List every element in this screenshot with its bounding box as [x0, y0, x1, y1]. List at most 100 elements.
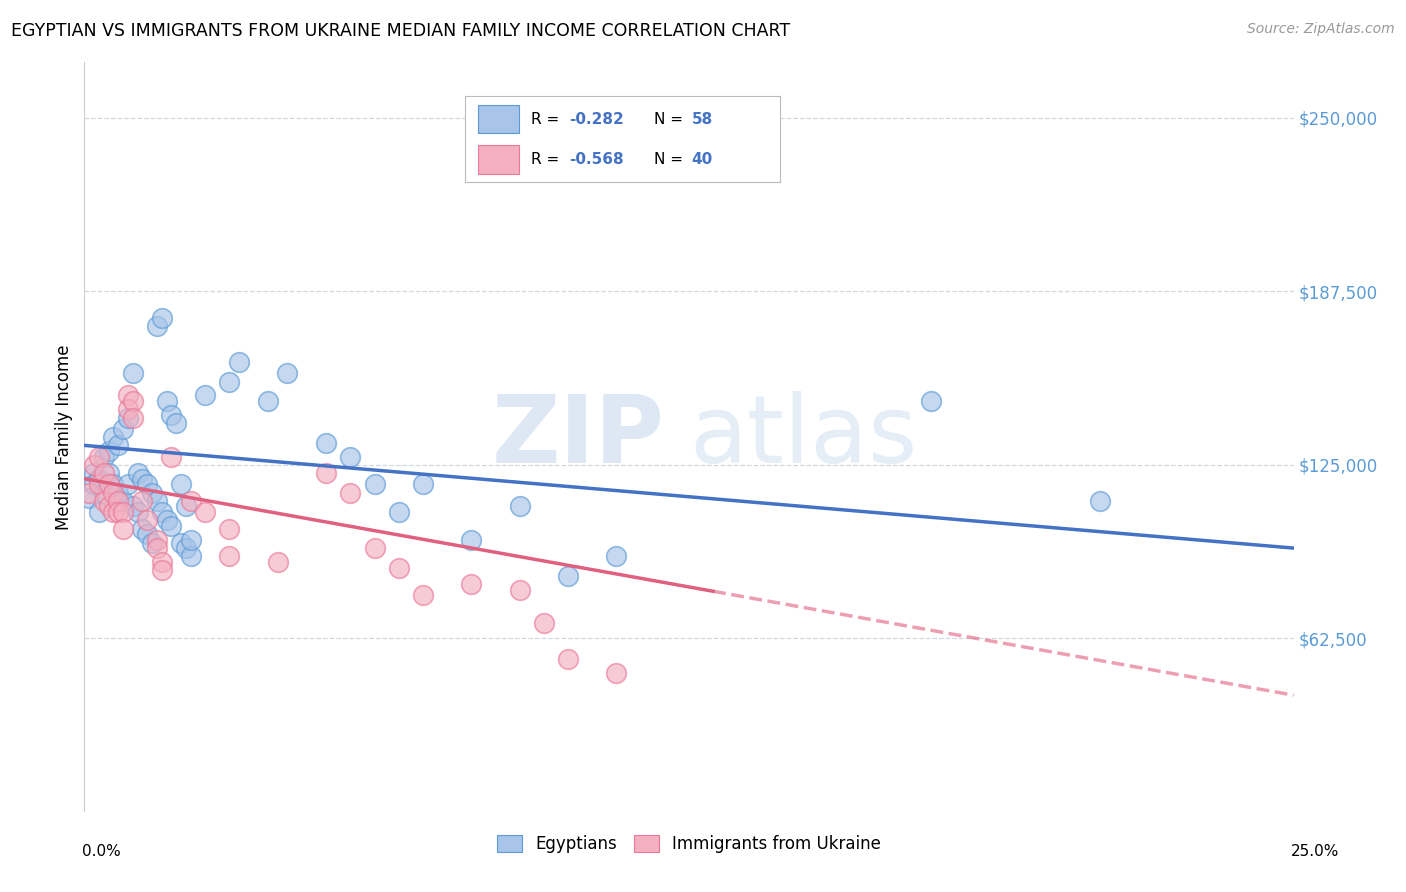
Point: [339, 450, 361, 464]
Point: [557, 569, 579, 583]
Point: [412, 477, 434, 491]
Point: [117, 410, 139, 425]
Point: [121, 394, 143, 409]
Point: [146, 494, 169, 508]
Point: [117, 477, 139, 491]
Text: 0.0%: 0.0%: [82, 845, 121, 859]
Point: [315, 466, 337, 480]
Point: [160, 450, 183, 464]
Point: [103, 505, 125, 519]
Point: [170, 477, 193, 491]
Point: [107, 438, 129, 452]
Point: [155, 513, 177, 527]
Point: [180, 549, 202, 564]
Point: [146, 541, 169, 555]
Point: [165, 416, 187, 430]
Point: [93, 466, 115, 480]
Point: [141, 535, 163, 549]
Point: [103, 477, 125, 491]
Point: [557, 652, 579, 666]
Point: [150, 505, 173, 519]
Point: [150, 310, 173, 325]
Point: [339, 485, 361, 500]
Point: [218, 549, 240, 564]
Point: [194, 505, 217, 519]
Point: [112, 505, 135, 519]
Point: [180, 494, 202, 508]
Point: [121, 410, 143, 425]
Point: [87, 505, 110, 519]
Point: [112, 422, 135, 436]
Point: [146, 319, 169, 334]
Point: [93, 450, 115, 464]
Point: [103, 430, 125, 444]
Point: [160, 519, 183, 533]
Point: [174, 500, 197, 514]
Point: [112, 522, 135, 536]
Point: [174, 541, 197, 555]
Point: [146, 533, 169, 547]
Point: [83, 458, 105, 472]
Point: [136, 477, 159, 491]
Point: [180, 533, 202, 547]
Point: [93, 485, 115, 500]
Point: [107, 485, 129, 500]
Point: [194, 388, 217, 402]
Point: [121, 366, 143, 380]
Point: [83, 466, 105, 480]
Point: [509, 582, 531, 597]
Text: EGYPTIAN VS IMMIGRANTS FROM UKRAINE MEDIAN FAMILY INCOME CORRELATION CHART: EGYPTIAN VS IMMIGRANTS FROM UKRAINE MEDI…: [11, 22, 790, 40]
Point: [388, 560, 411, 574]
Point: [533, 615, 555, 630]
Point: [363, 477, 385, 491]
Point: [117, 388, 139, 402]
Point: [103, 485, 125, 500]
Y-axis label: Median Family Income: Median Family Income: [55, 344, 73, 530]
Point: [267, 555, 290, 569]
Point: [160, 408, 183, 422]
Point: [121, 500, 143, 514]
Point: [605, 665, 627, 680]
Point: [315, 435, 337, 450]
Text: Source: ZipAtlas.com: Source: ZipAtlas.com: [1247, 22, 1395, 37]
Text: 25.0%: 25.0%: [1291, 845, 1339, 859]
Point: [131, 522, 153, 536]
Point: [131, 472, 153, 486]
Point: [97, 500, 120, 514]
Text: atlas: atlas: [689, 391, 917, 483]
Point: [127, 505, 149, 519]
Point: [920, 394, 942, 409]
Point: [460, 577, 482, 591]
Point: [412, 588, 434, 602]
Point: [112, 494, 135, 508]
Point: [97, 477, 120, 491]
Point: [388, 505, 411, 519]
Point: [97, 466, 120, 480]
Point: [136, 527, 159, 541]
Point: [150, 563, 173, 577]
Point: [97, 444, 120, 458]
Point: [87, 477, 110, 491]
Point: [218, 375, 240, 389]
Point: [77, 491, 100, 505]
Point: [155, 394, 177, 409]
Point: [150, 555, 173, 569]
Point: [363, 541, 385, 555]
Point: [136, 513, 159, 527]
Point: [276, 366, 298, 380]
Point: [131, 494, 153, 508]
Point: [77, 485, 100, 500]
Legend: Egyptians, Immigrants from Ukraine: Egyptians, Immigrants from Ukraine: [491, 828, 887, 860]
Point: [141, 485, 163, 500]
Point: [605, 549, 627, 564]
Point: [218, 522, 240, 536]
Point: [509, 500, 531, 514]
Point: [228, 355, 250, 369]
Point: [93, 494, 115, 508]
Point: [87, 472, 110, 486]
Point: [107, 505, 129, 519]
Point: [257, 394, 280, 409]
Text: ZIP: ZIP: [492, 391, 665, 483]
Point: [127, 466, 149, 480]
Point: [117, 402, 139, 417]
